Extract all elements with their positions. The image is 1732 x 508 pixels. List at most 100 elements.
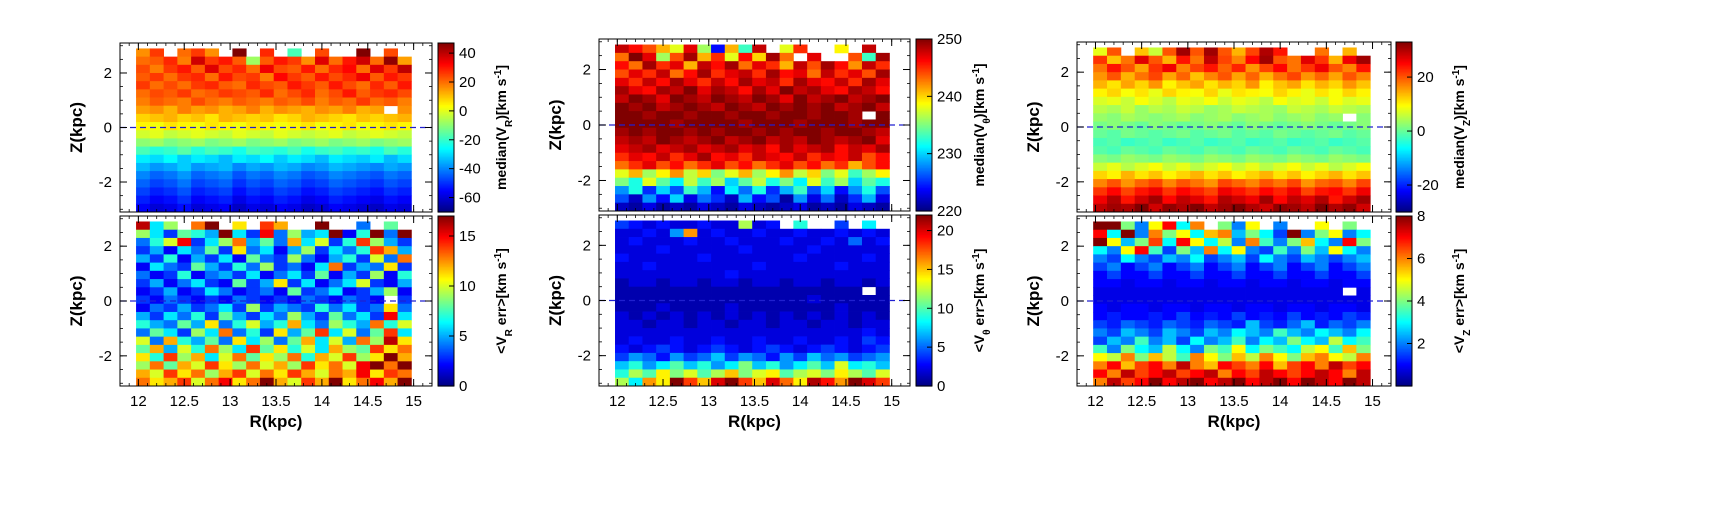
heatmap-cell (342, 377, 357, 387)
colorbar-tick-label: 0 (459, 103, 467, 120)
heatmap-cell (642, 253, 657, 263)
heatmap-cell (301, 146, 316, 156)
colorbar-segment (916, 240, 932, 243)
colorbar-segment (916, 321, 932, 324)
heatmap-cell (1148, 137, 1163, 147)
heatmap-cell (383, 72, 398, 82)
heatmap-cell (232, 377, 247, 387)
heatmap-cell (315, 328, 330, 338)
colorbar-segment (916, 54, 932, 57)
colorbar-segment (438, 181, 454, 184)
heatmap-cell (259, 287, 275, 296)
heatmap-cell (149, 311, 164, 321)
heatmap-cell (218, 130, 233, 139)
heatmap-cell (779, 228, 794, 238)
heatmap-cell (1287, 303, 1302, 313)
heatmap-cell (1148, 121, 1163, 131)
colorbar-segment (916, 102, 932, 105)
heatmap-cell (628, 286, 643, 296)
heatmap-cell (136, 237, 151, 247)
heatmap-cell (204, 229, 220, 239)
colorbar-segment (916, 71, 932, 74)
heatmap-cell (656, 177, 671, 187)
heatmap-cell (779, 177, 794, 187)
heatmap-cell (642, 144, 657, 154)
colorbar-segment (1396, 136, 1412, 139)
heatmap-cell (861, 77, 877, 87)
heatmap-cell (1287, 295, 1302, 305)
heatmap-cell (1300, 279, 1316, 288)
heatmap-cell (656, 152, 671, 162)
heatmap-cell (711, 86, 726, 95)
heatmap-cell (697, 369, 712, 379)
heatmap-cell (1259, 353, 1274, 362)
colorbar-segment (1396, 73, 1412, 76)
heatmap-cell (315, 320, 330, 329)
heatmap-cell (656, 169, 671, 179)
colorbar-segment (916, 178, 932, 181)
colorbar-segment (438, 78, 454, 81)
heatmap-cell (232, 246, 247, 255)
heatmap-cell (697, 144, 712, 154)
heatmap-cell (738, 152, 753, 162)
colorbar-segment (438, 209, 454, 212)
heatmap-cell (765, 102, 781, 112)
colorbar-segment (1396, 247, 1412, 250)
colorbar-segment (1396, 129, 1412, 132)
heatmap-cell (232, 138, 247, 147)
heatmap-cell (1231, 170, 1246, 180)
colorbar-segment (1396, 101, 1412, 104)
heatmap-cell (177, 72, 192, 82)
heatmap-cell (615, 245, 630, 255)
colorbar-segment (438, 254, 454, 257)
heatmap-cell (1162, 246, 1177, 255)
heatmap-cell (820, 61, 835, 70)
heatmap-cell (1342, 154, 1357, 164)
heatmap-cell (204, 81, 220, 90)
heatmap-cell (615, 237, 630, 246)
colorbar-segment (438, 183, 454, 186)
colorbar-segment (916, 216, 932, 219)
heatmap-cell (397, 237, 412, 247)
heatmap-cell (820, 286, 835, 296)
heatmap-cell (656, 186, 671, 195)
heatmap-cell (1300, 311, 1316, 321)
colorbar-segment (916, 84, 932, 87)
heatmap-cell (1231, 246, 1246, 255)
heatmap-cell (861, 328, 877, 337)
heatmap-cell (1093, 88, 1108, 98)
heatmap-cell (1217, 336, 1233, 346)
heatmap-cell (259, 89, 275, 98)
heatmap-cell (1162, 72, 1177, 81)
x-axis-title: R(kpc) (250, 412, 303, 431)
colorbar-segment (1396, 318, 1412, 321)
heatmap-cell (1314, 237, 1330, 247)
heatmap-cell (683, 169, 698, 179)
heatmap-cell (273, 377, 288, 387)
heatmap-cell (1259, 246, 1274, 255)
heatmap-cell (1328, 369, 1343, 379)
heatmap-cell (1162, 88, 1177, 98)
heatmap-cell (177, 369, 192, 379)
heatmap-cell (683, 336, 698, 346)
heatmap-cell (328, 113, 343, 123)
heatmap-cell (1300, 88, 1316, 98)
heatmap-cell (259, 344, 275, 354)
heatmap-cell (1120, 170, 1136, 180)
colorbar-segment (438, 257, 454, 260)
colorbar-segment (1396, 110, 1412, 113)
heatmap-cell (342, 105, 357, 115)
heatmap-cell (628, 361, 643, 370)
heatmap-cell (752, 161, 767, 170)
colorbar-segment (438, 339, 454, 342)
colorbar-segment (438, 252, 454, 255)
heatmap-cell (1287, 80, 1302, 90)
colorbar-segment (916, 173, 932, 176)
heatmap-cell (861, 261, 877, 271)
heatmap-cell (177, 303, 192, 313)
colorbar-segment (916, 40, 932, 43)
heatmap-cell (1203, 179, 1219, 188)
colorbar-segment (916, 317, 932, 320)
heatmap-cell (1273, 195, 1288, 205)
heatmap-cell (848, 253, 863, 263)
